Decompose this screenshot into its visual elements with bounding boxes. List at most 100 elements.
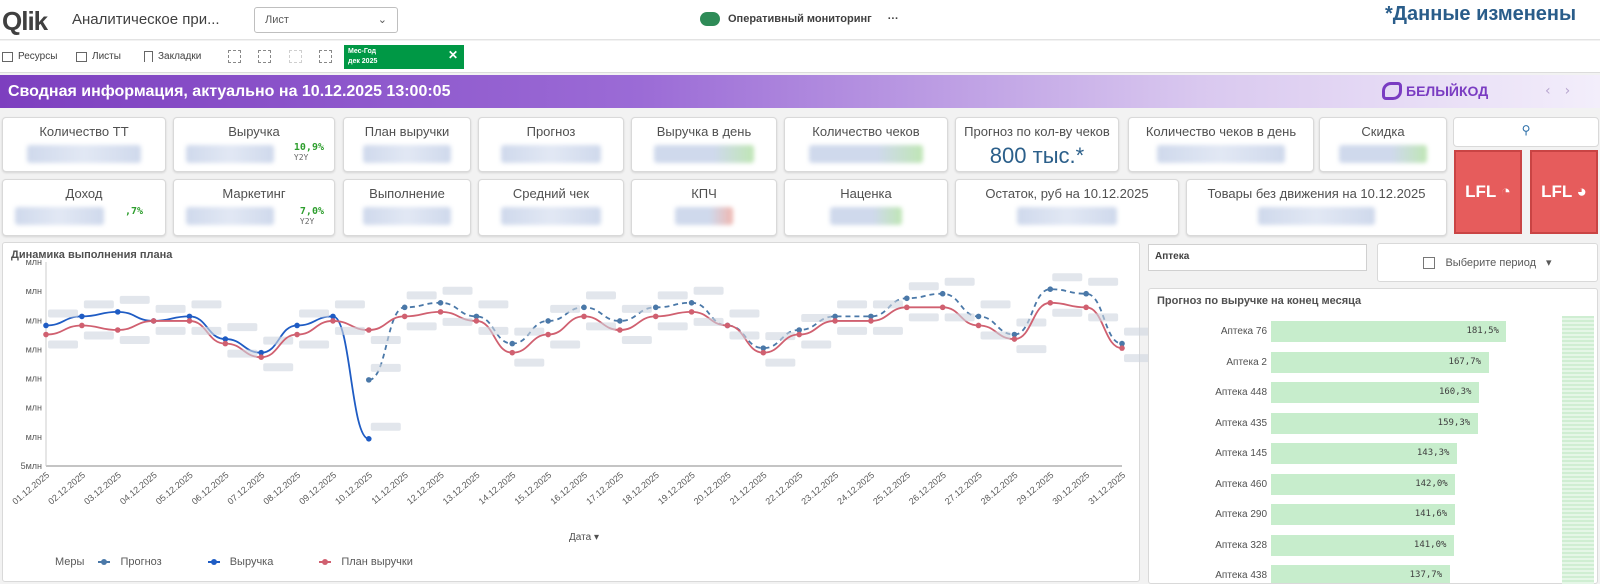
ellipsis-icon[interactable]: ··· [887, 13, 899, 25]
sheets-button[interactable]: Листы [76, 51, 121, 62]
hidden-data-label [83, 331, 114, 340]
data-point [1083, 290, 1089, 297]
bar-row[interactable]: Аптека 438 137,7% [1149, 561, 1561, 583]
bar-category-label: Аптека 2 [1226, 356, 1267, 368]
legend-item-forecast[interactable]: Прогноз [120, 556, 162, 568]
bar-row[interactable]: Аптека 145 143,3% [1149, 439, 1561, 469]
kpi-label: План выручки [364, 124, 450, 139]
data-point [294, 331, 300, 338]
legend-item-revenue[interactable]: Выручка [229, 556, 274, 568]
forecast-by-pharmacy-panel: Прогноз по выручке на конец месяца Аптек… [1148, 288, 1598, 584]
hidden-data-label [872, 326, 903, 335]
x-tick-label: 21.12.2025 [728, 470, 769, 507]
bookmarks-button[interactable]: Закладки [144, 51, 201, 62]
bar-row[interactable]: Аптека 2 167,7% [1149, 348, 1561, 378]
bar-row[interactable]: Аптека 76 181,5% [1149, 317, 1561, 347]
bar-row[interactable]: Аптека 290 141,6% [1149, 500, 1561, 530]
close-icon[interactable]: ✕ [447, 48, 458, 62]
kpi-stock-balance[interactable]: Остаток, руб на 10.12.2025 [955, 179, 1179, 236]
next-sheet-icon[interactable]: › [1564, 83, 1585, 99]
hidden-data-label [980, 300, 1011, 309]
kpi-label: Прогноз по кол-ву чеков [964, 124, 1110, 139]
hidden-data-label [48, 340, 78, 349]
kpi-label: Количество чеков в день [1145, 124, 1297, 139]
page-title: Сводная информация, актуально на 10.12.2… [8, 83, 451, 100]
data-point [545, 331, 551, 338]
pharmacy-filter[interactable]: Аптека [1148, 244, 1367, 271]
kpi-average-receipt[interactable]: Средний чек [478, 179, 624, 236]
bar-row[interactable]: Аптека 435 159,3% [1149, 409, 1561, 439]
resources-button[interactable]: Ресурсы [2, 51, 57, 62]
kpi-forecast[interactable]: Прогноз [478, 117, 624, 172]
bar[interactable] [1271, 534, 1454, 556]
bar[interactable] [1271, 412, 1478, 434]
kpi-receipts-per-day[interactable]: Количество чеков в день [1128, 117, 1314, 172]
sheet-dropdown[interactable]: Лист ⌄ [254, 7, 398, 33]
clear-selections-icon[interactable] [319, 50, 332, 63]
bar-row[interactable]: Аптека 448 160,3% [1149, 378, 1561, 408]
hidden-data-label [155, 304, 186, 313]
search-button[interactable]: ⚲ [1453, 117, 1599, 147]
kpi-completion[interactable]: Выполнение [343, 179, 471, 236]
data-point [79, 322, 85, 329]
selection-field: Мес-Год [348, 48, 377, 55]
period-picker[interactable]: Выберите период ▾ [1377, 243, 1598, 282]
kpi-revenue[interactable]: Выручка 10,9% Y2Y [173, 117, 335, 172]
kpi-outlets-count[interactable]: Количество ТТ [2, 117, 166, 172]
panel-title: Динамика выполнения плана [11, 249, 173, 261]
chevron-down-icon: ⌄ [377, 14, 387, 26]
qlik-logo[interactable]: Qlik [2, 6, 48, 36]
step-back-icon[interactable] [258, 50, 271, 63]
hidden-data-label [514, 327, 545, 336]
data-point [509, 340, 516, 347]
lfl-label: LFL [1465, 182, 1496, 201]
smart-search-icon[interactable] [228, 50, 241, 63]
kpi-label: Доход [65, 186, 103, 201]
bar[interactable] [1271, 351, 1489, 373]
bar-list[interactable]: Аптека 76 181,5% Аптека 2 167,7% Аптека 448 1… [1149, 317, 1561, 583]
previous-sheet-icon[interactable]: ‹ [1545, 83, 1565, 99]
bar-row[interactable]: Аптека 460 142,0% [1149, 470, 1561, 500]
selection-chip[interactable]: Мес-Год дек 2025 ✕ [344, 45, 464, 69]
hidden-data-label [765, 358, 796, 367]
hidden-data-label [1124, 354, 1154, 363]
lfl-button-2[interactable]: LFL ◕ [1530, 150, 1598, 234]
kpi-income[interactable]: Доход ,7% [2, 179, 166, 236]
kpi-receipts-count[interactable]: Количество чеков [784, 117, 948, 172]
data-point [760, 349, 767, 356]
bar[interactable] [1271, 443, 1457, 464]
x-axis-title[interactable]: Дата ▾ [569, 532, 599, 543]
delta-value: 10,9% [293, 142, 324, 153]
bar-value-label: 143,3% [1416, 448, 1450, 458]
current-sheet[interactable]: Оперативный мониторинг ··· [700, 12, 899, 26]
kpi-discount[interactable]: Скидка [1319, 117, 1447, 172]
lfl-button-1[interactable]: LFL ◔ [1454, 150, 1522, 234]
panel-title: Прогноз по выручке на конец месяца [1157, 295, 1362, 307]
bar[interactable] [1271, 382, 1479, 403]
legend-swatch-forecast [98, 559, 111, 565]
kpi-marketing[interactable]: Маркетинг 7,0% Y2Y [173, 179, 335, 236]
legend-item-plan[interactable]: План выручки [341, 556, 413, 568]
hidden-data-label [944, 313, 975, 322]
kpi-revenue-per-day[interactable]: Выручка в день [631, 117, 777, 172]
legend-swatch-revenue [207, 559, 220, 565]
data-point [868, 318, 874, 324]
data-point [832, 318, 838, 324]
bar[interactable] [1271, 321, 1507, 342]
bar[interactable] [1271, 565, 1450, 583]
kpi-revenue-plan[interactable]: План выручки [343, 117, 471, 172]
kpi-items-per-receipt[interactable]: КПЧ [631, 179, 777, 236]
hidden-data-label [693, 286, 724, 295]
kpi-markup[interactable]: Наценка [784, 179, 948, 236]
step-forward-icon[interactable] [289, 50, 302, 63]
chart-minimap-scrollbar[interactable] [1562, 316, 1594, 584]
kpi-delta: 10,9% Y2Y [294, 142, 324, 162]
kpi-dead-stock[interactable]: Товары без движения на 10.12.2025 [1186, 179, 1447, 236]
bar-row[interactable]: Аптека 328 141,0% [1149, 531, 1561, 561]
kpi-receipts-forecast[interactable]: Прогноз по кол-ву чеков 800 тыс.* [955, 117, 1119, 172]
hidden-data-label [586, 322, 616, 331]
bar[interactable] [1271, 473, 1456, 495]
data-point [545, 318, 551, 324]
bar[interactable] [1271, 504, 1455, 525]
